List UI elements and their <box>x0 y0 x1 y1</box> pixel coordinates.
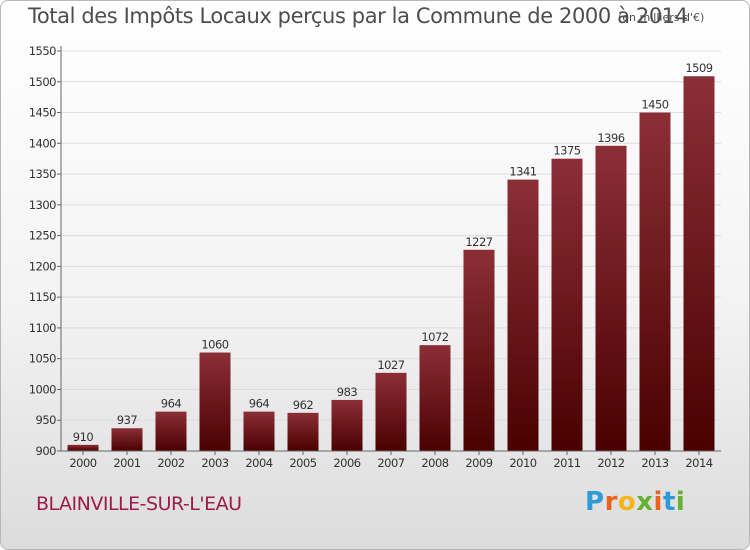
logo-letter: x <box>636 487 654 517</box>
x-tick-label: 2011 <box>553 456 580 470</box>
chart-title: Total des Impôts Locaux perçus par la Co… <box>28 4 688 28</box>
data-label: 1450 <box>641 98 668 112</box>
data-label: 1027 <box>377 358 404 372</box>
bars <box>67 76 715 452</box>
bar <box>463 249 495 451</box>
data-label: 983 <box>337 385 358 399</box>
x-tick-label: 2002 <box>157 456 184 470</box>
bar <box>243 411 275 451</box>
y-tick-label: 1150 <box>29 290 56 304</box>
x-tick-label: 2008 <box>421 456 448 470</box>
data-label: 1060 <box>201 338 228 352</box>
bar <box>67 444 99 451</box>
labels: 900 950 1000 1050 1100 1150 1200 1250 1300 1350 14… <box>29 44 714 470</box>
y-tick-label: 1550 <box>29 44 56 58</box>
data-label: 910 <box>73 430 94 444</box>
proxiti-logo[interactable]: Proxiti <box>585 487 685 517</box>
y-tick-label: 1100 <box>29 321 56 335</box>
x-tick-label: 2013 <box>641 456 668 470</box>
axes <box>57 46 721 455</box>
x-tick-label: 2012 <box>597 456 624 470</box>
data-label: 1396 <box>597 131 624 145</box>
data-label: 964 <box>249 397 270 411</box>
y-tick-label: 900 <box>36 444 57 458</box>
x-tick-label: 2009 <box>465 456 492 470</box>
data-label: 1375 <box>553 144 580 158</box>
bar <box>287 412 319 451</box>
logo-letter: t <box>662 487 676 517</box>
bar <box>331 399 363 451</box>
y-tick-label: 1000 <box>29 382 56 396</box>
x-tick-label: 2005 <box>289 456 316 470</box>
y-tick-label: 1500 <box>29 75 56 89</box>
bar <box>683 76 715 451</box>
data-label: 1227 <box>465 235 492 249</box>
logo-letter: i <box>653 487 663 517</box>
bar <box>199 352 231 451</box>
data-label: 1072 <box>421 330 448 344</box>
y-tick-label: 1350 <box>29 167 56 181</box>
bar <box>551 158 583 451</box>
bar <box>595 145 627 451</box>
logo-letter: r <box>604 487 618 517</box>
x-tick-label: 2000 <box>69 456 96 470</box>
data-label: 964 <box>161 397 182 411</box>
x-tick-label: 2004 <box>245 456 272 470</box>
y-tick-label: 950 <box>36 413 57 427</box>
x-tick-label: 2010 <box>509 456 536 470</box>
bar <box>375 372 407 451</box>
logo-letter: P <box>585 487 605 517</box>
logo-letter: o <box>617 487 637 517</box>
y-tick-label: 1300 <box>29 198 56 212</box>
commune-name: BLAINVILLE-SUR-L'EAU <box>36 493 242 515</box>
x-tick-label: 2014 <box>685 456 712 470</box>
bar <box>419 345 451 451</box>
y-tick-label: 1400 <box>29 136 56 150</box>
bar <box>639 112 671 452</box>
y-tick-label: 1450 <box>29 106 56 120</box>
bar <box>507 179 539 451</box>
data-label: 962 <box>293 398 314 412</box>
x-tick-label: 2003 <box>201 456 228 470</box>
bar <box>155 411 187 451</box>
x-tick-label: 2001 <box>113 456 140 470</box>
logo-letter: i <box>675 487 686 517</box>
x-tick-label: 2006 <box>333 456 360 470</box>
x-tick-label: 2007 <box>377 456 404 470</box>
bar <box>111 428 143 451</box>
y-tick-label: 1050 <box>29 352 56 366</box>
y-tick-label: 1200 <box>29 259 56 273</box>
data-label: 1341 <box>509 165 536 179</box>
data-label: 937 <box>117 413 138 427</box>
y-tick-label: 1250 <box>29 229 56 243</box>
chart-subtitle: (en milliers d'€) <box>618 11 705 24</box>
data-label: 1509 <box>685 61 712 75</box>
